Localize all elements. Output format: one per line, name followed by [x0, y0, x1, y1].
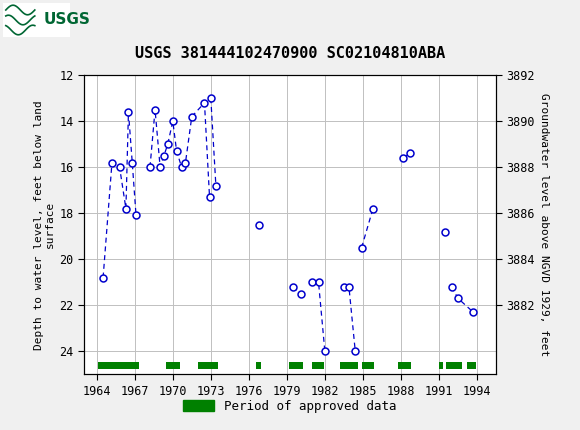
Legend: Period of approved data: Period of approved data	[178, 395, 402, 418]
Text: USGS: USGS	[44, 12, 90, 28]
Text: USGS 381444102470900 SC02104810ABA: USGS 381444102470900 SC02104810ABA	[135, 46, 445, 61]
Y-axis label: Groundwater level above NGVD 1929, feet: Groundwater level above NGVD 1929, feet	[539, 93, 549, 356]
Y-axis label: Depth to water level, feet below land
surface: Depth to water level, feet below land su…	[34, 100, 55, 350]
